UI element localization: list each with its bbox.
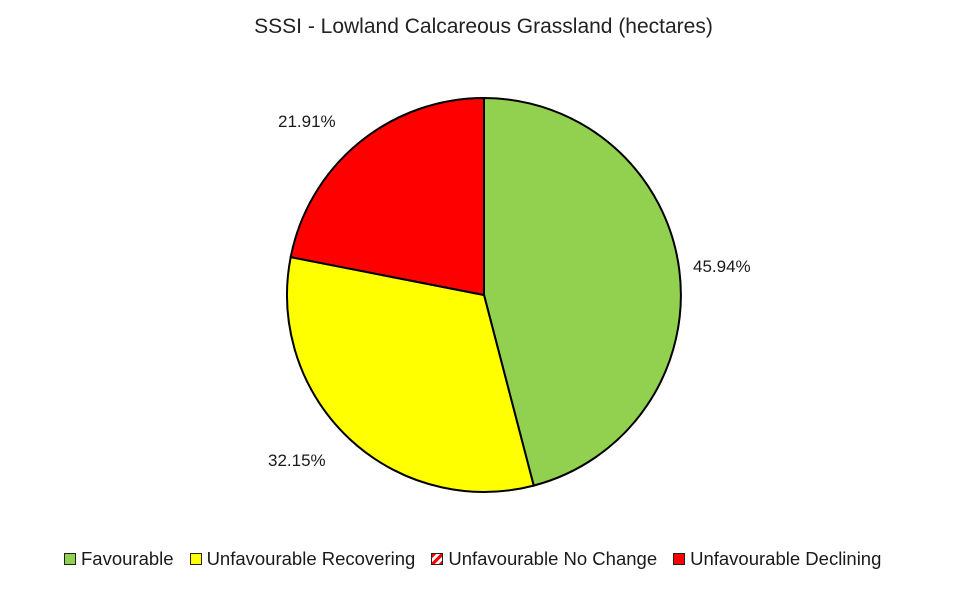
slice-unfavourable-recovering [286, 255, 535, 493]
legend-item-no-change: Unfavourable No Change [431, 548, 657, 570]
legend-swatch-declining [673, 553, 686, 565]
data-label-favourable: 45.94% [693, 257, 751, 276]
legend-label: Unfavourable No Change [448, 548, 658, 569]
legend-label: Favourable [81, 548, 174, 569]
legend-item-favourable: Favourable [64, 548, 174, 570]
legend-swatch-recovering [189, 553, 202, 565]
legend-swatch-no-change [431, 553, 444, 565]
chart-legend: Favourable Unfavourable Recovering Unfav… [64, 548, 897, 570]
legend-item-recovering: Unfavourable Recovering [189, 548, 416, 570]
legend-swatch-favourable [64, 553, 76, 565]
slice-unfavourable-declining [289, 96, 485, 297]
data-label-recovering: 32.15% [268, 451, 326, 470]
chart-title: SSSI - Lowland Calcareous Grassland (hec… [254, 15, 713, 38]
slice-favourable [483, 96, 682, 487]
data-label-declining: 21.91% [278, 112, 336, 131]
legend-label: Unfavourable Declining [690, 548, 882, 569]
legend-item-declining: Unfavourable Declining [673, 548, 881, 570]
legend-label: Unfavourable Recovering [206, 548, 416, 569]
